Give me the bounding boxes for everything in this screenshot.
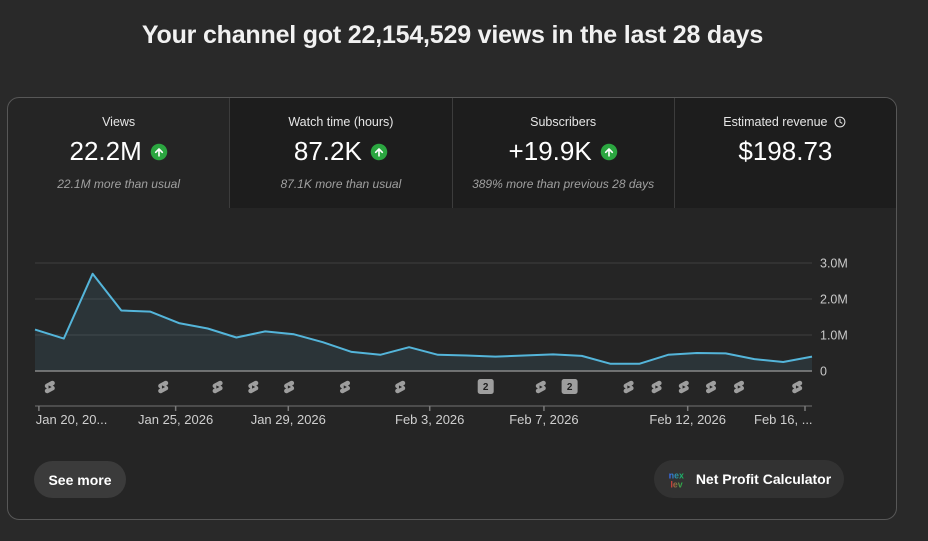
tab-estimated-revenue[interactable]: Estimated revenue $198.73: [673, 98, 896, 208]
shorts-count-badge[interactable]: 2: [561, 379, 578, 394]
tab-views-label: Views: [102, 115, 136, 129]
trend-up-icon: [150, 143, 168, 161]
svg-text:2: 2: [567, 382, 573, 393]
tab-subscribers-label: Subscribers: [530, 115, 597, 129]
x-axis-tick-label: Jan 20, 20...: [36, 412, 108, 427]
x-axis-tick-label: Feb 7, 2026: [509, 412, 578, 427]
shorts-marker-icon[interactable]: [733, 380, 744, 394]
x-axis-tick-label: Feb 16, ...: [754, 412, 813, 427]
tab-views-subtitle: 22.1M more than usual: [57, 177, 180, 191]
tab-views-value: 22.2M: [69, 136, 142, 166]
clock-icon: [833, 115, 847, 129]
metric-tabs: Views 22.2M 22.1M more than usual Watch …: [8, 98, 896, 208]
page-title: Your channel got 22,154,529 views in the…: [141, 21, 764, 49]
x-axis-tick-label: Feb 12, 2026: [649, 412, 726, 427]
shorts-marker-icon[interactable]: [339, 380, 350, 394]
shorts-count-badge[interactable]: 2: [477, 379, 494, 394]
analytics-card: Views 22.2M 22.1M more than usual Watch …: [7, 97, 897, 520]
x-axis-tick-label: Feb 3, 2026: [395, 412, 464, 427]
svg-text:2: 2: [483, 382, 489, 393]
tab-watch-time-label: Watch time (hours): [288, 115, 394, 129]
shorts-marker-icon[interactable]: [395, 380, 406, 394]
shorts-marker-icon[interactable]: [44, 380, 55, 394]
shorts-marker-icon[interactable]: [705, 380, 716, 394]
tab-revenue-value: $198.73: [738, 136, 833, 166]
trend-up-icon: [600, 143, 618, 161]
shorts-marker-icon[interactable]: [651, 380, 662, 394]
shorts-marker-icon[interactable]: [248, 380, 259, 394]
tab-watch-time-value: 87.2K: [293, 136, 362, 166]
x-axis-tick-label: Jan 25, 2026: [138, 412, 213, 427]
views-chart-svg[interactable]: 3.0M 2.0M 1.0M 0 2 2 Jan 20, 20... Jan 25, 2026…: [8, 231, 897, 431]
tab-views[interactable]: Views 22.2M 22.1M more than usual: [8, 98, 229, 208]
shorts-marker-icon[interactable]: [535, 380, 546, 394]
shorts-marker-icon[interactable]: [212, 380, 223, 394]
shorts-marker-icon[interactable]: [678, 380, 689, 394]
shorts-marker-icon[interactable]: [158, 380, 169, 394]
tab-subscribers[interactable]: Subscribers +19.9K 389% more than previo…: [451, 98, 674, 208]
net-profit-calculator-label: Net Profit Calculator: [695, 471, 832, 487]
x-axis-tick-label: Jan 29, 2026: [251, 412, 326, 427]
y-axis-tick-label: 3.0M: [820, 257, 848, 271]
y-axis-tick-label: 1.0M: [820, 329, 848, 343]
nexlev-logo-icon: nex lev: [667, 469, 688, 490]
tab-revenue-label: Estimated revenue: [723, 115, 828, 129]
see-more-label: See more: [48, 471, 112, 488]
y-axis-tick-label: 0: [820, 365, 827, 379]
chart-area-fill: [35, 273, 812, 371]
tab-subscribers-subtitle: 389% more than previous 28 days: [472, 177, 655, 191]
trend-up-icon: [370, 143, 388, 161]
shorts-marker-icon[interactable]: [792, 380, 803, 394]
chart-line[interactable]: [34, 272, 813, 365]
shorts-marker-icon[interactable]: [623, 380, 634, 394]
views-chart[interactable]: 3.0M 2.0M 1.0M 0 2 2 Jan 20, 20... Jan 25, 2026…: [8, 231, 897, 431]
svg-text:nex: nex: [669, 470, 684, 480]
svg-text:lev: lev: [670, 479, 682, 489]
see-more-button[interactable]: See more: [34, 461, 126, 498]
tab-watch-time-subtitle: 87.1K more than usual: [280, 177, 402, 191]
shorts-marker-icon[interactable]: [284, 380, 295, 394]
tab-subscribers-value: +19.9K: [508, 136, 592, 166]
y-axis-tick-label: 2.0M: [820, 293, 848, 307]
tab-watch-time[interactable]: Watch time (hours) 87.2K 87.1K more than…: [229, 98, 452, 208]
net-profit-calculator-button[interactable]: nex lev Net Profit Calculator: [654, 460, 844, 498]
